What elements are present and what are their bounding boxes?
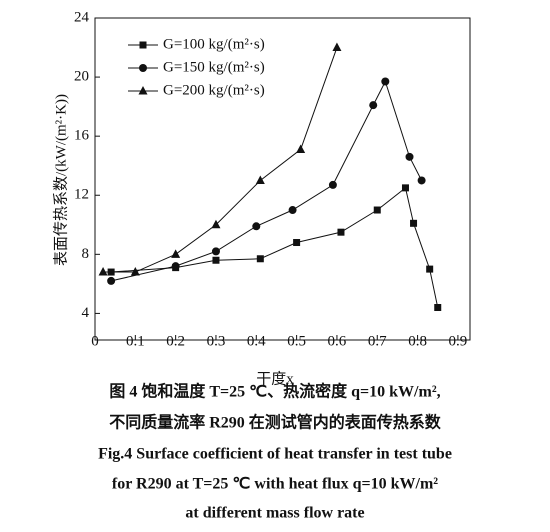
data-point [426,265,434,273]
x-tick-label: 0.6 [328,333,347,349]
series-line [111,186,439,308]
caption-line: 不同质量流率 R290 在测试管内的表面传热系数 [109,413,442,432]
data-point [405,152,414,161]
data-point [130,267,140,276]
x-tick-label: 0.1 [126,333,145,349]
caption-line: for R290 at T=25 ℃ with heat flux q=10 k… [112,476,438,493]
data-point [98,267,108,276]
y-tick-label: 4 [82,305,90,321]
data-point [171,249,181,258]
data-point [288,206,297,215]
y-tick-label: 20 [74,69,89,85]
y-axis-label: 表面传热系数/(kW/(m²·K)) [52,94,69,266]
plot-frame [94,17,471,341]
x-tick-label: 0.5 [287,333,306,349]
series-line [103,47,338,273]
data-point [401,184,409,192]
legend-label: G=200 kg/(m²·s) [163,82,265,98]
x-tick-label: 0.2 [166,333,185,349]
caption-line: at different mass flow rate [185,505,364,522]
y-tick-label: 12 [74,187,89,203]
x-tick-label: 0 [91,333,99,349]
legend-marker [139,64,147,72]
y-tick-label: 16 [74,128,90,144]
data-point [252,222,261,231]
series-line [111,80,423,282]
data-point [293,239,301,247]
legend-label: G=100 kg/(m²·s) [163,36,265,52]
data-point [212,256,220,264]
data-point [255,175,265,184]
x-tick-label: 0.8 [408,333,427,349]
data-point [256,255,264,263]
data-point [171,262,180,271]
legend-marker [138,86,148,95]
data-point [381,77,390,86]
x-axis-label: 干度x [256,370,294,387]
y-tick-label: 8 [82,246,90,262]
data-point [434,304,442,312]
x-tick-label: 0.3 [207,333,226,349]
x-tick-label: 0.9 [449,333,468,349]
data-point [332,42,342,52]
data-point [417,176,426,185]
legend-label: G=150 kg/(m²·s) [163,59,265,75]
x-tick-label: 0.7 [368,333,387,349]
data-point [296,144,306,153]
data-point [369,101,378,110]
y-tick-label: 24 [74,9,90,25]
data-point [373,206,381,214]
data-point [211,219,221,229]
data-point [337,228,345,236]
caption-line: 图 4 饱和温度 T=25 ℃、热流密度 q=10 kW/m², [109,382,440,401]
legend-marker [139,41,147,49]
data-point [211,247,220,256]
data-point [328,180,337,189]
x-tick-label: 0.4 [247,333,266,349]
data-point [410,219,418,227]
caption-line: Fig.4 Surface coefficient of heat transf… [98,446,452,463]
data-point [107,276,116,285]
